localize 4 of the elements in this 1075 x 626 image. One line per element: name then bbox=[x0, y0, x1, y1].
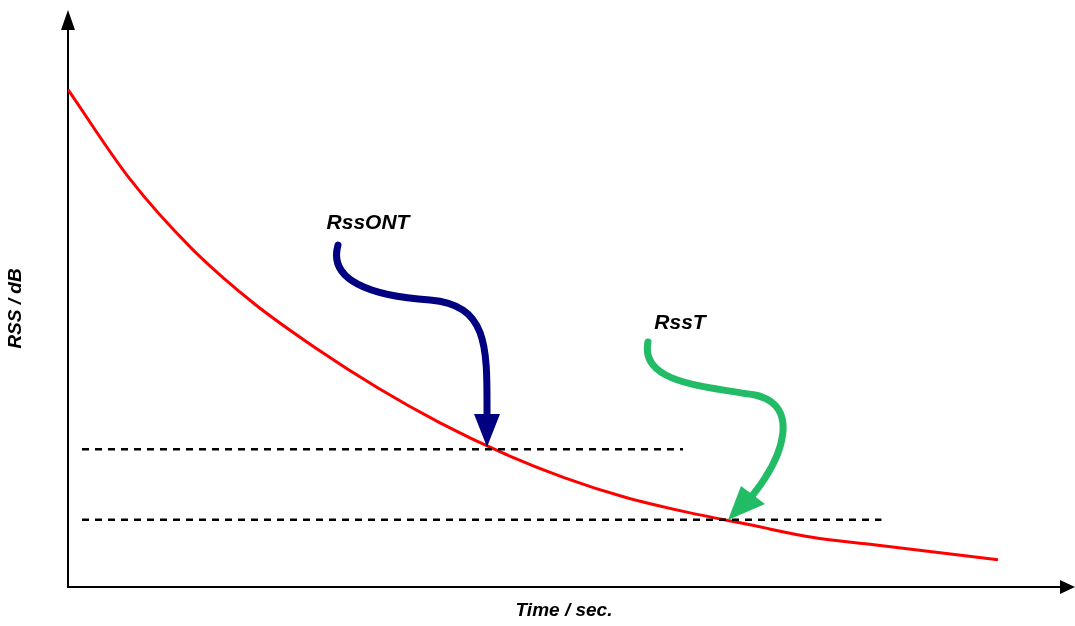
x-axis-title: Time / sec. bbox=[515, 598, 613, 620]
y-axis-title: RSS / dB bbox=[3, 268, 25, 349]
annotation: RssONT bbox=[326, 210, 410, 234]
annotation: RssT bbox=[654, 310, 706, 334]
